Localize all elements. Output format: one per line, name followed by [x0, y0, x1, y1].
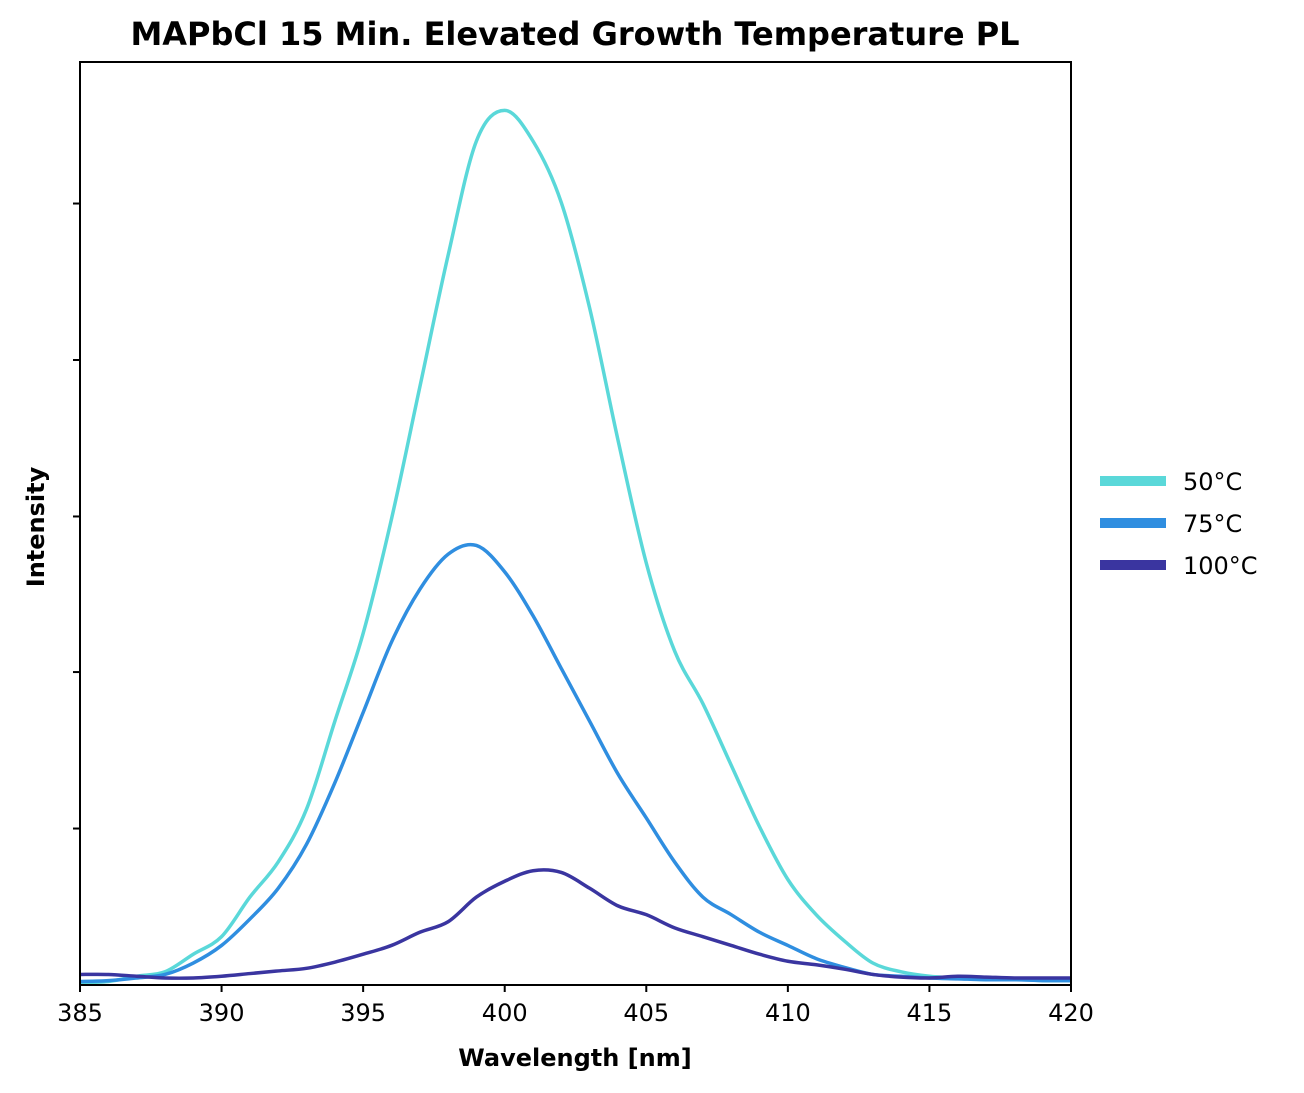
x-tick-label: 395 [340, 999, 386, 1027]
legend-label-1: 50°C [1183, 468, 1242, 496]
plot-area [80, 108, 1071, 985]
legend: 50°C 75°C 100°C [1100, 468, 1258, 580]
chart-title: MAPbCl 15 Min. Elevated Growth Temperatu… [130, 15, 1019, 53]
series-line-1 [80, 108, 1071, 985]
x-tick-label: 405 [623, 999, 669, 1027]
x-axis: 385 390 395 400 405 410 415 420 [57, 985, 1094, 1027]
y-axis [73, 202, 80, 830]
x-tick-label: 385 [57, 999, 103, 1027]
x-tick-label: 390 [199, 999, 245, 1027]
plot-frame [79, 61, 1072, 986]
x-tick-label: 415 [907, 999, 953, 1027]
x-tick-label: 410 [765, 999, 811, 1027]
x-axis-label: Wavelength [nm] [458, 1044, 691, 1072]
series-line-3 [80, 868, 1071, 980]
y-axis-label: Intensity [22, 466, 50, 587]
x-tick-label: 400 [482, 999, 528, 1027]
legend-label-2: 75°C [1183, 510, 1242, 538]
series-line-2 [80, 542, 1071, 984]
legend-label-3: 100°C [1183, 552, 1258, 580]
x-tick-label: 420 [1048, 999, 1094, 1027]
